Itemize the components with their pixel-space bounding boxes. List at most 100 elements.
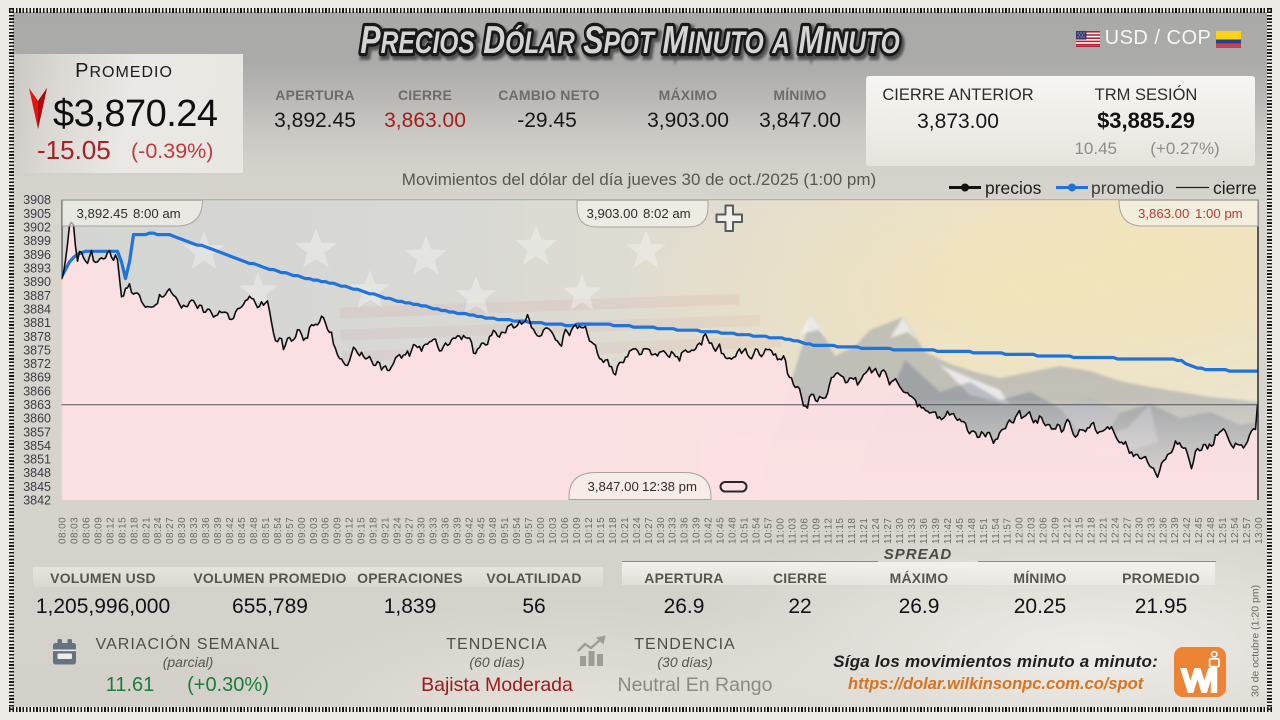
svg-text:12:00: 12:00 bbox=[1015, 517, 1026, 544]
svg-text:09:12: 09:12 bbox=[345, 517, 356, 544]
svg-text:11:00: 11:00 bbox=[775, 518, 786, 544]
svg-text:3,863.00: 3,863.00 bbox=[1138, 206, 1189, 221]
svg-text:10:21: 10:21 bbox=[620, 517, 631, 544]
svg-text:09:24: 09:24 bbox=[393, 517, 404, 544]
svg-text:08:06: 08:06 bbox=[81, 517, 92, 544]
svg-text:08:21: 08:21 bbox=[141, 517, 152, 544]
svg-text:09:51: 09:51 bbox=[500, 517, 511, 544]
svg-text:3872: 3872 bbox=[23, 357, 51, 371]
svg-text:08:39: 08:39 bbox=[213, 517, 224, 544]
svg-text:09:06: 09:06 bbox=[321, 517, 332, 544]
svg-text:3848: 3848 bbox=[23, 466, 51, 480]
svg-text:08:33: 08:33 bbox=[189, 517, 200, 544]
svg-text:12:30: 12:30 bbox=[1134, 517, 1145, 544]
svg-text:3908: 3908 bbox=[23, 193, 51, 207]
svg-text:08:15: 08:15 bbox=[117, 517, 128, 544]
svg-text:3860: 3860 bbox=[23, 412, 51, 426]
svg-text:11:24: 11:24 bbox=[871, 518, 882, 544]
svg-text:12:24: 12:24 bbox=[1110, 517, 1121, 544]
svg-text:09:36: 09:36 bbox=[440, 517, 451, 544]
svg-text:3,892.45: 3,892.45 bbox=[77, 206, 128, 221]
svg-text:10:09: 10:09 bbox=[572, 517, 583, 544]
svg-text:12:27: 12:27 bbox=[1122, 517, 1133, 544]
svg-text:10:48: 10:48 bbox=[728, 517, 739, 544]
svg-text:3890: 3890 bbox=[23, 275, 51, 289]
svg-text:08:27: 08:27 bbox=[165, 517, 176, 544]
svg-text:3863: 3863 bbox=[23, 398, 51, 412]
svg-text:12:09: 12:09 bbox=[1051, 517, 1062, 544]
svg-text:09:45: 09:45 bbox=[476, 517, 487, 544]
svg-text:09:21: 09:21 bbox=[381, 517, 392, 544]
svg-text:11:21: 11:21 bbox=[859, 518, 870, 544]
svg-text:3845: 3845 bbox=[23, 480, 51, 494]
svg-text:12:21: 12:21 bbox=[1099, 517, 1110, 544]
svg-text:08:24: 08:24 bbox=[153, 517, 164, 544]
svg-text:12:03: 12:03 bbox=[1027, 517, 1038, 544]
svg-text:11:15: 11:15 bbox=[835, 518, 846, 544]
svg-text:10:06: 10:06 bbox=[560, 517, 571, 544]
svg-text:11:12: 11:12 bbox=[823, 518, 834, 544]
svg-text:08:12: 08:12 bbox=[105, 517, 116, 544]
svg-text:12:51: 12:51 bbox=[1218, 517, 1229, 544]
svg-text:09:39: 09:39 bbox=[452, 517, 463, 544]
svg-text:10:51: 10:51 bbox=[740, 517, 751, 544]
svg-text:10:00: 10:00 bbox=[536, 517, 547, 544]
svg-text:11:27: 11:27 bbox=[883, 518, 894, 544]
svg-text:3881: 3881 bbox=[23, 316, 51, 330]
svg-text:09:54: 09:54 bbox=[512, 517, 523, 544]
svg-text:11:06: 11:06 bbox=[799, 518, 810, 544]
svg-text:08:54: 08:54 bbox=[273, 517, 284, 544]
svg-text:PRECIOS DÓLAR SPOT MINUTO A MI: PRECIOS DÓLAR SPOT MINUTO A MINUTO bbox=[363, 21, 902, 64]
svg-text:3902: 3902 bbox=[23, 221, 51, 235]
svg-text:10:18: 10:18 bbox=[608, 517, 619, 544]
svg-text:09:33: 09:33 bbox=[428, 517, 439, 544]
svg-text:08:57: 08:57 bbox=[285, 517, 296, 544]
svg-text:3854: 3854 bbox=[23, 439, 51, 453]
svg-text:08:51: 08:51 bbox=[261, 517, 272, 544]
svg-text:10:03: 10:03 bbox=[548, 517, 559, 544]
svg-text:3878: 3878 bbox=[23, 330, 51, 344]
svg-text:3,903.00: 3,903.00 bbox=[587, 206, 638, 221]
svg-text:3869: 3869 bbox=[23, 371, 51, 385]
svg-text:11:33: 11:33 bbox=[907, 518, 918, 544]
svg-text:11:18: 11:18 bbox=[847, 518, 858, 544]
svg-text:3851: 3851 bbox=[23, 453, 51, 467]
svg-text:11:45: 11:45 bbox=[955, 518, 966, 544]
svg-text:10:42: 10:42 bbox=[704, 517, 715, 544]
svg-text:11:57: 11:57 bbox=[1003, 518, 1014, 544]
svg-text:12:39: 12:39 bbox=[1170, 517, 1181, 544]
svg-text:10:30: 10:30 bbox=[656, 517, 667, 544]
svg-text:8:02 am: 8:02 am bbox=[643, 206, 691, 221]
svg-text:10:45: 10:45 bbox=[716, 517, 727, 544]
svg-text:09:15: 09:15 bbox=[357, 517, 368, 544]
svg-text:10:39: 10:39 bbox=[692, 517, 703, 544]
svg-text:12:36: 12:36 bbox=[1158, 517, 1169, 544]
svg-text:11:30: 11:30 bbox=[895, 518, 906, 544]
svg-text:12:06: 12:06 bbox=[1039, 517, 1050, 544]
svg-text:3899: 3899 bbox=[23, 234, 51, 248]
svg-text:08:45: 08:45 bbox=[237, 517, 248, 544]
svg-text:11:51: 11:51 bbox=[979, 518, 990, 544]
svg-text:12:48: 12:48 bbox=[1206, 517, 1217, 544]
svg-text:08:48: 08:48 bbox=[249, 517, 260, 544]
svg-text:10:57: 10:57 bbox=[763, 517, 774, 544]
svg-text:08:30: 08:30 bbox=[177, 517, 188, 544]
svg-text:3842: 3842 bbox=[23, 494, 51, 508]
svg-text:12:57: 12:57 bbox=[1242, 517, 1253, 544]
svg-text:11:36: 11:36 bbox=[919, 518, 930, 544]
svg-text:12:45: 12:45 bbox=[1194, 517, 1205, 544]
svg-text:09:30: 09:30 bbox=[416, 517, 427, 544]
svg-text:8:00 am: 8:00 am bbox=[133, 206, 181, 221]
svg-text:08:42: 08:42 bbox=[225, 517, 236, 544]
svg-text:12:18: 12:18 bbox=[1087, 517, 1098, 544]
svg-text:PRECIOS DÓLAR SPOT MINUTO A MI: PRECIOS DÓLAR SPOT MINUTO A MINUTO bbox=[360, 18, 899, 61]
svg-text:09:03: 09:03 bbox=[309, 517, 320, 544]
svg-text:09:27: 09:27 bbox=[405, 517, 416, 544]
svg-text:08:00: 08:00 bbox=[58, 517, 69, 544]
svg-text:12:54: 12:54 bbox=[1230, 517, 1241, 544]
svg-text:13:00: 13:00 bbox=[1254, 517, 1265, 544]
svg-text:11:09: 11:09 bbox=[811, 518, 822, 544]
svg-text:3887: 3887 bbox=[23, 289, 51, 303]
svg-text:08:03: 08:03 bbox=[70, 517, 81, 544]
svg-text:3875: 3875 bbox=[23, 343, 51, 357]
